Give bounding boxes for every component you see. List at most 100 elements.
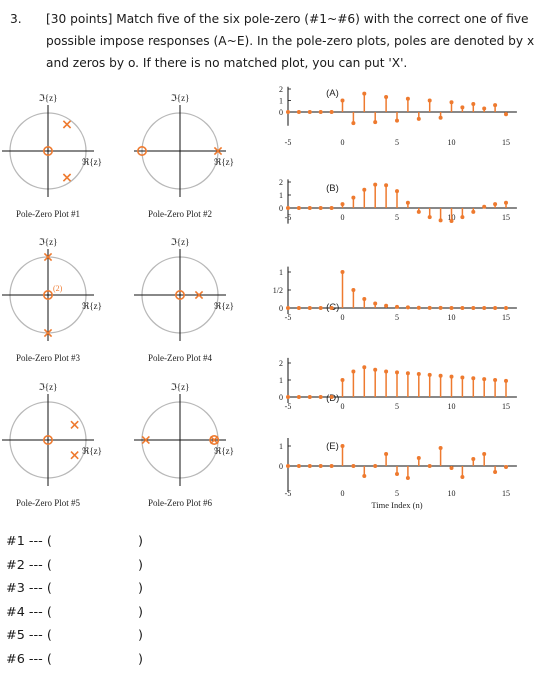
stem-point <box>405 305 410 310</box>
answer-label: #2 --- ( <box>6 557 52 573</box>
answer-close-paren: ) <box>138 534 143 549</box>
answer-close-paren: ) <box>138 604 143 620</box>
imag-axis-label: ℑ{z} <box>39 237 58 247</box>
stem-point <box>405 96 410 101</box>
stem-point <box>493 306 498 310</box>
stem-point <box>482 452 487 456</box>
stem-point <box>504 306 508 310</box>
plot-caption: Pole-Zero Plot #4 <box>148 353 212 363</box>
answer-blank[interactable] <box>78 535 138 551</box>
stem-point <box>427 464 432 468</box>
answer-label: #3 --- ( <box>6 581 52 597</box>
stem-point <box>286 464 290 468</box>
stem-point <box>373 301 378 306</box>
real-axis-label: ℜ{z} <box>82 301 102 311</box>
imag-axis-label: ℑ{z} <box>39 93 58 103</box>
answer-blank[interactable] <box>78 582 138 598</box>
x-tick-label: 0 <box>341 213 345 222</box>
stem-point <box>286 306 290 310</box>
x-tick-label: 0 <box>341 138 345 147</box>
stem-point <box>449 374 454 379</box>
answer-blank[interactable] <box>78 629 138 645</box>
x-tick-label: -5 <box>285 402 292 411</box>
stem-point <box>307 110 312 114</box>
stem-point <box>351 369 356 374</box>
stem-point <box>427 98 432 103</box>
stem-point <box>296 395 301 399</box>
stem-point <box>471 376 476 381</box>
answer-blank[interactable] <box>78 653 138 669</box>
stem-point <box>460 375 465 380</box>
stem-point <box>296 110 301 114</box>
stem-point <box>296 306 301 310</box>
answer-close-paren: ) <box>138 652 143 667</box>
real-axis-label: ℜ{z} <box>82 446 102 456</box>
stem-point <box>460 475 465 479</box>
pole-zero-plot-2: ℑ{z} ℜ{z} Pole-Zero Plot #2 <box>134 93 234 219</box>
x-tick-label: 0 <box>341 489 345 498</box>
stem-point <box>460 105 465 110</box>
stem-point <box>351 464 356 468</box>
stem-point <box>384 303 389 308</box>
stem-point <box>416 305 421 310</box>
stem-point <box>471 209 476 214</box>
y-tick-label: 0 <box>279 108 283 117</box>
question-text: 3. [30 points] Match five of the six pole… <box>10 8 535 74</box>
x-tick-label: -5 <box>285 138 292 147</box>
stem-point <box>351 121 356 126</box>
zero-marker <box>42 290 53 301</box>
x-tick-label: 5 <box>395 213 399 222</box>
x-tick-label: -5 <box>285 489 292 498</box>
pole-marker <box>70 420 79 429</box>
plot-caption: Pole-Zero Plot #5 <box>16 498 80 508</box>
pole-zero-plot-3: ℑ{z} ℜ{z} Pole-Zero Plot #3 (2) <box>2 237 102 363</box>
stem-point <box>384 369 389 374</box>
stem-point <box>460 215 465 220</box>
stem-point <box>329 110 334 114</box>
x-tick-label: 15 <box>502 138 510 147</box>
pole-zero-plot-5: ℑ{z} ℜ{z} Pole-Zero Plot #5 <box>2 382 102 508</box>
stem-point <box>395 118 399 123</box>
stem-point <box>482 106 487 111</box>
real-axis-label: ℜ{z} <box>214 446 234 456</box>
y-tick-label: 1 <box>279 442 283 451</box>
stem-point <box>307 306 312 310</box>
stem-point <box>351 195 356 200</box>
x-tick-label: 15 <box>502 313 510 322</box>
stem-point <box>438 115 443 120</box>
stem-point <box>482 306 487 310</box>
stem-point <box>296 206 301 210</box>
answer-blank[interactable] <box>78 606 138 622</box>
pole-marker <box>62 120 72 129</box>
stem-point <box>307 206 312 210</box>
pole-marker <box>70 451 79 460</box>
x-axis-label: Time Index (n) <box>371 500 422 510</box>
impulse-plot-a: 0 1 2 -5 0 5 10 15 (A) <box>279 85 517 147</box>
stem-point <box>405 200 410 205</box>
pole-marker <box>213 146 223 156</box>
stem-point <box>438 305 443 310</box>
stem-point <box>307 464 312 468</box>
stem-point <box>373 182 378 187</box>
stem-point <box>493 103 498 108</box>
zero-marker <box>137 145 148 156</box>
answer-blank[interactable] <box>78 559 138 575</box>
stem-point <box>438 218 443 223</box>
x-tick-label: 10 <box>448 402 456 411</box>
stem-point <box>340 378 345 382</box>
stem-point <box>286 206 290 210</box>
y-tick-label: 0 <box>279 204 283 213</box>
stem-point <box>340 270 345 274</box>
panel-label: (A) <box>326 88 339 99</box>
stem-point <box>384 95 389 100</box>
y-tick-label: 0 <box>279 304 283 313</box>
real-axis-label: ℜ{z} <box>214 157 234 167</box>
stem-point <box>504 378 508 383</box>
x-tick-label: 10 <box>448 313 456 322</box>
stem-point <box>362 474 367 478</box>
answer-label: #5 --- ( <box>6 628 52 644</box>
x-tick-label: 15 <box>502 402 510 411</box>
stem-point <box>286 110 290 114</box>
